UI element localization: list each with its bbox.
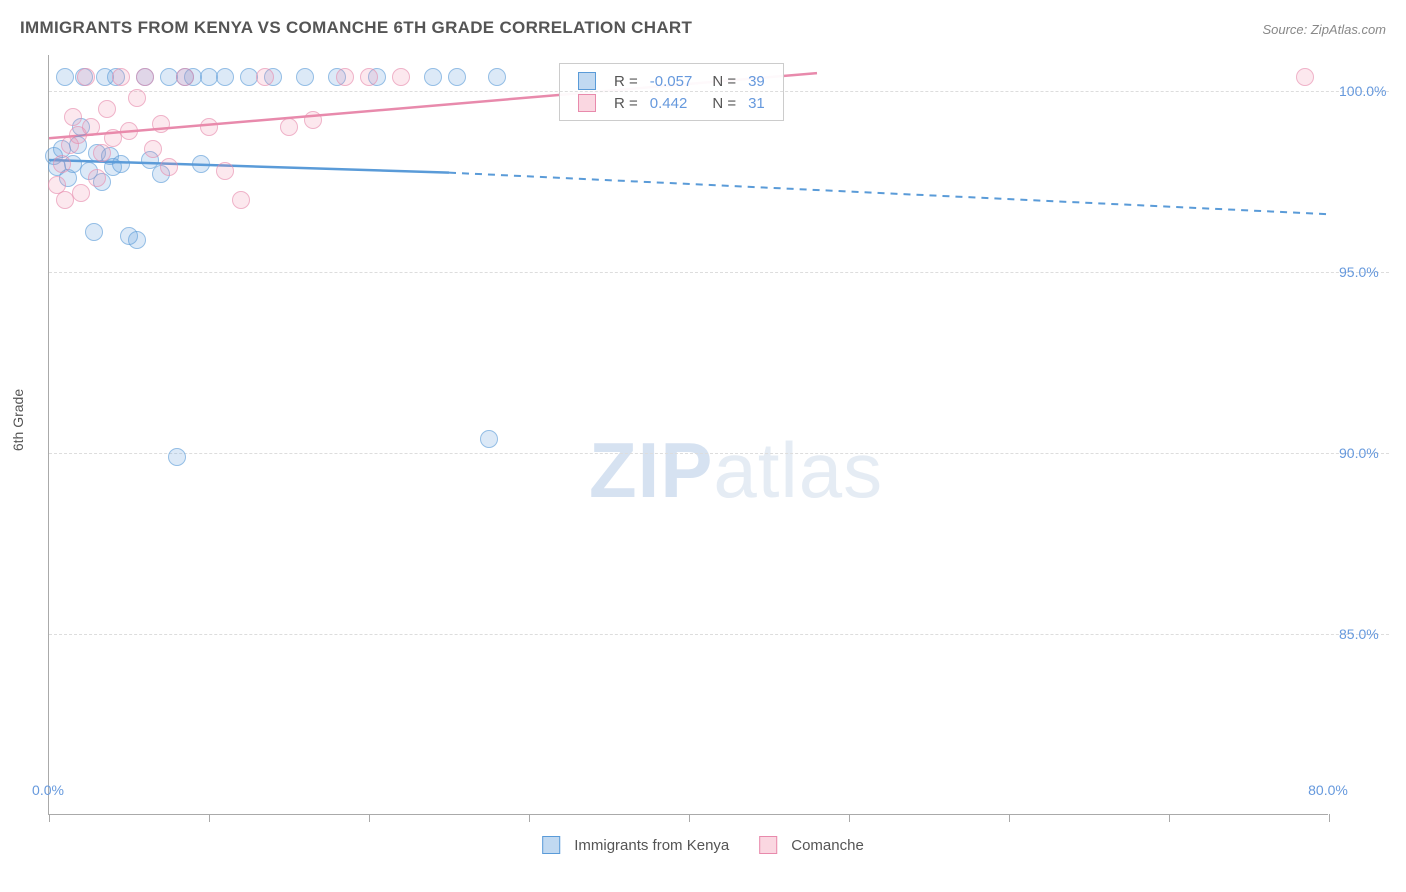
gridline bbox=[49, 91, 1389, 92]
data-point bbox=[82, 118, 100, 136]
r-value-blue: -0.057 bbox=[644, 70, 699, 92]
x-tick bbox=[1169, 814, 1170, 822]
x-tick bbox=[1009, 814, 1010, 822]
data-point bbox=[128, 231, 146, 249]
y-axis-label: 6th Grade bbox=[10, 389, 26, 451]
legend-label-blue: Immigrants from Kenya bbox=[574, 837, 729, 854]
data-point bbox=[480, 430, 498, 448]
data-point bbox=[336, 68, 354, 86]
data-point bbox=[392, 68, 410, 86]
data-point bbox=[112, 68, 130, 86]
stats-row-blue: R = -0.057 N = 39 bbox=[572, 70, 771, 92]
bottom-legend: Immigrants from Kenya Comanche bbox=[542, 836, 864, 854]
r-value-pink: 0.442 bbox=[644, 92, 699, 114]
gridline bbox=[49, 453, 1389, 454]
data-point bbox=[360, 68, 378, 86]
x-tick-label: 80.0% bbox=[1308, 782, 1348, 798]
n-value-pink: 31 bbox=[742, 92, 771, 114]
data-point bbox=[488, 68, 506, 86]
n-label: N = bbox=[698, 92, 742, 114]
data-point bbox=[192, 155, 210, 173]
data-point bbox=[216, 162, 234, 180]
r-label: R = bbox=[608, 92, 644, 114]
data-point bbox=[136, 68, 154, 86]
data-point bbox=[304, 111, 322, 129]
x-tick bbox=[209, 814, 210, 822]
data-point bbox=[200, 118, 218, 136]
data-point bbox=[152, 115, 170, 133]
data-point bbox=[128, 89, 146, 107]
data-point bbox=[256, 68, 274, 86]
legend-item-pink: Comanche bbox=[759, 836, 864, 854]
data-point bbox=[1296, 68, 1314, 86]
data-point bbox=[93, 144, 111, 162]
data-point bbox=[168, 448, 186, 466]
data-point bbox=[144, 140, 162, 158]
chart-title: IMMIGRANTS FROM KENYA VS COMANCHE 6TH GR… bbox=[20, 18, 692, 38]
legend-label-pink: Comanche bbox=[791, 837, 864, 854]
data-point bbox=[296, 68, 314, 86]
data-point bbox=[448, 68, 466, 86]
stats-row-pink: R = 0.442 N = 31 bbox=[572, 92, 771, 114]
data-point bbox=[424, 68, 442, 86]
r-label: R = bbox=[608, 70, 644, 92]
data-point bbox=[77, 68, 95, 86]
y-tick-label: 85.0% bbox=[1339, 626, 1379, 642]
x-tick bbox=[689, 814, 690, 822]
plot-area: R = -0.057 N = 39 R = 0.442 N = 31 ZIPat… bbox=[48, 55, 1328, 815]
legend-item-blue: Immigrants from Kenya bbox=[542, 836, 729, 854]
source-label: Source: ZipAtlas.com bbox=[1262, 22, 1386, 37]
trend-lines-svg bbox=[49, 55, 1328, 814]
y-tick-label: 100.0% bbox=[1339, 83, 1386, 99]
data-point bbox=[98, 100, 116, 118]
data-point bbox=[112, 155, 130, 173]
x-tick bbox=[369, 814, 370, 822]
n-label: N = bbox=[698, 70, 742, 92]
data-point bbox=[72, 184, 90, 202]
x-tick bbox=[529, 814, 530, 822]
x-tick bbox=[49, 814, 50, 822]
data-point bbox=[160, 158, 178, 176]
x-tick bbox=[1329, 814, 1330, 822]
swatch-pink-icon bbox=[759, 836, 777, 854]
trend-line-dashed bbox=[449, 173, 1329, 215]
chart-container: IMMIGRANTS FROM KENYA VS COMANCHE 6TH GR… bbox=[0, 0, 1406, 892]
data-point bbox=[216, 68, 234, 86]
swatch-blue-icon bbox=[542, 836, 560, 854]
data-point bbox=[64, 108, 82, 126]
data-point bbox=[176, 68, 194, 86]
data-point bbox=[88, 169, 106, 187]
data-point bbox=[53, 155, 71, 173]
n-value-blue: 39 bbox=[742, 70, 771, 92]
y-tick-label: 90.0% bbox=[1339, 445, 1379, 461]
data-point bbox=[85, 223, 103, 241]
swatch-blue-icon bbox=[578, 72, 596, 90]
x-tick-label: 0.0% bbox=[32, 782, 64, 798]
data-point bbox=[56, 68, 74, 86]
gridline bbox=[49, 634, 1389, 635]
data-point bbox=[232, 191, 250, 209]
swatch-pink-icon bbox=[578, 94, 596, 112]
gridline bbox=[49, 272, 1389, 273]
x-tick bbox=[849, 814, 850, 822]
y-tick-label: 95.0% bbox=[1339, 264, 1379, 280]
data-point bbox=[120, 122, 138, 140]
data-point bbox=[280, 118, 298, 136]
